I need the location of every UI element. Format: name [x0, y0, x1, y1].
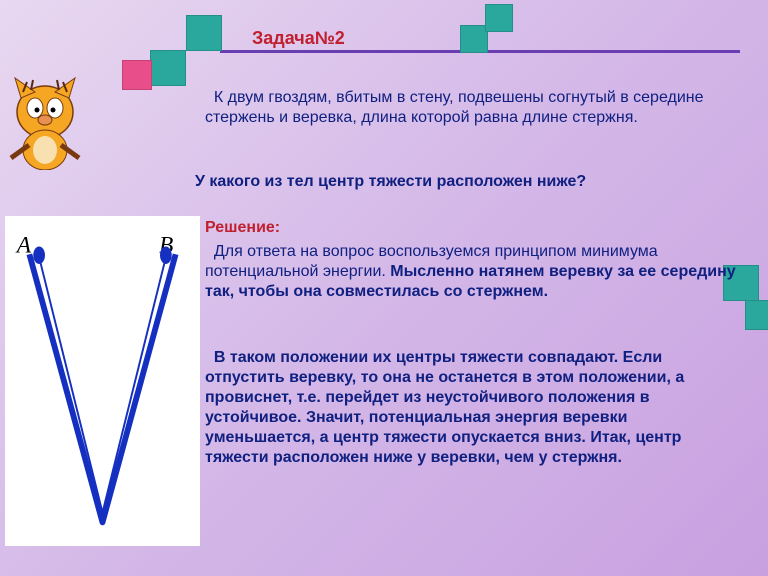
deco-square	[122, 60, 152, 90]
problem-question: У какого из тел центр тяжести расположен…	[195, 172, 740, 192]
deco-square	[745, 300, 768, 330]
figure-v-rope	[39, 257, 166, 512]
garfield-icon	[5, 70, 85, 170]
figure-v-rod	[29, 254, 175, 522]
figure-v-diagram: A B	[5, 216, 200, 546]
problem-title: Задача№2	[252, 28, 345, 49]
deco-square	[485, 4, 513, 32]
problem-text-1: К двум гвоздям, вбитым в стену, подвешен…	[205, 88, 740, 128]
deco-square	[150, 50, 186, 86]
solution-text-2: В таком положении их центры тяжести совп…	[205, 348, 740, 468]
deco-square	[460, 25, 488, 53]
figure-pin-a	[33, 246, 45, 264]
solution-text-1: Для ответа на вопрос воспользуемся принц…	[205, 242, 740, 302]
deco-square	[186, 15, 222, 51]
figure-pin-b	[160, 246, 172, 264]
solution-label: Решение:	[205, 218, 740, 238]
